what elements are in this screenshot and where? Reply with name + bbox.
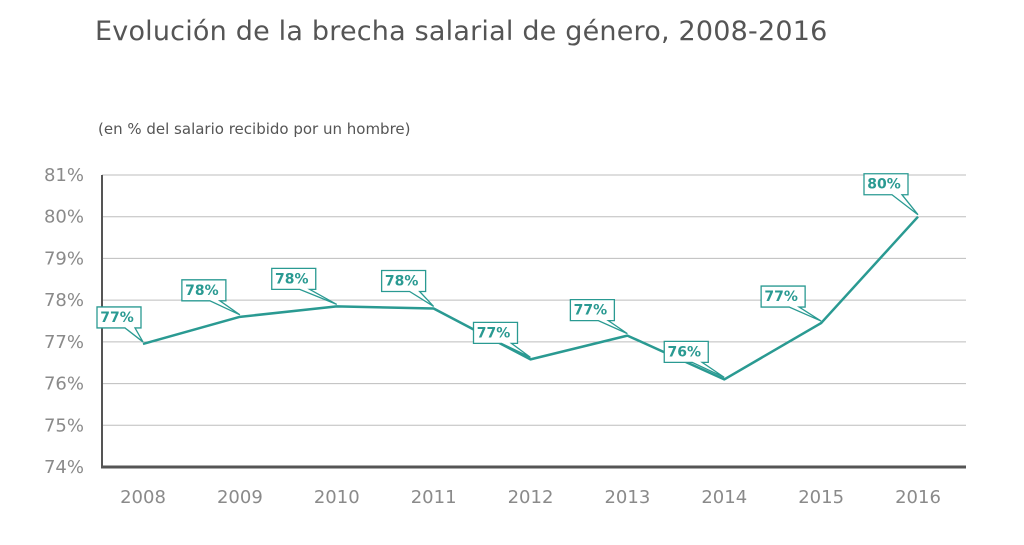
x-tick-label: 2009 [217,487,263,508]
data-label-box [663,340,725,378]
y-tick-label: 79% [44,248,84,269]
x-tick-label: 2015 [798,487,844,508]
data-labels: 77% 78% 78% 78% 77% 77% 76% 77% 80% [96,173,919,378]
x-tick-label: 2010 [314,487,360,508]
x-tick-label: 2013 [604,487,650,508]
x-tick-label: 2016 [895,487,941,508]
data-label-callout: 76% [663,340,725,378]
data-label-callout: 78% [181,279,241,316]
data-label: 77% [477,325,511,341]
gridlines [102,174,966,426]
x-tick-label: 2014 [701,487,747,508]
data-label-box [569,298,628,335]
series-group [142,215,919,381]
data-label-box [472,321,531,358]
series-line [142,215,919,381]
y-tick-label: 76% [44,374,84,395]
x-tick-label: 2011 [411,487,457,508]
data-label-box [863,173,919,216]
data-label-box [96,306,144,343]
data-label-callout: 78% [380,269,435,308]
axes [101,175,966,469]
data-label-callout: 80% [863,173,919,216]
x-tick-label: 2012 [508,487,554,508]
data-label-box [271,267,338,306]
x-axis-ticks: 2008 2009 2010 2011 2012 2013 2014 2015 2016 [120,487,941,508]
data-label: 80% [867,177,901,193]
data-label-callout: 77% [96,306,144,343]
chart-subtitle: (en % del salario recibido por un hombre… [98,120,411,138]
data-label: 78% [385,273,419,289]
y-tick-label: 74% [44,457,84,478]
y-tick-label: 77% [44,332,84,353]
data-label-callout: 77% [760,285,822,322]
y-axis-ticks: 74% 75% 76% 77% 78% 79% 80% 81% [44,165,84,478]
data-label-box [380,269,435,308]
data-label-box [181,279,241,316]
x-tick-label: 2008 [120,487,166,508]
data-label: 78% [185,283,219,299]
y-tick-label: 81% [44,165,84,186]
data-label: 77% [574,303,608,319]
data-label-box [760,285,822,322]
data-label: 77% [100,310,134,326]
data-label: 77% [764,289,798,305]
y-tick-label: 78% [44,290,84,311]
chart-title: Evolución de la brecha salarial de géner… [95,16,828,47]
data-label-callout: 77% [569,298,628,335]
data-label: 78% [275,271,309,287]
data-label: 76% [667,344,701,360]
data-label-callout: 78% [271,267,338,306]
y-tick-label: 80% [44,207,84,228]
data-label-callout: 77% [472,321,531,358]
y-tick-label: 75% [44,415,84,436]
